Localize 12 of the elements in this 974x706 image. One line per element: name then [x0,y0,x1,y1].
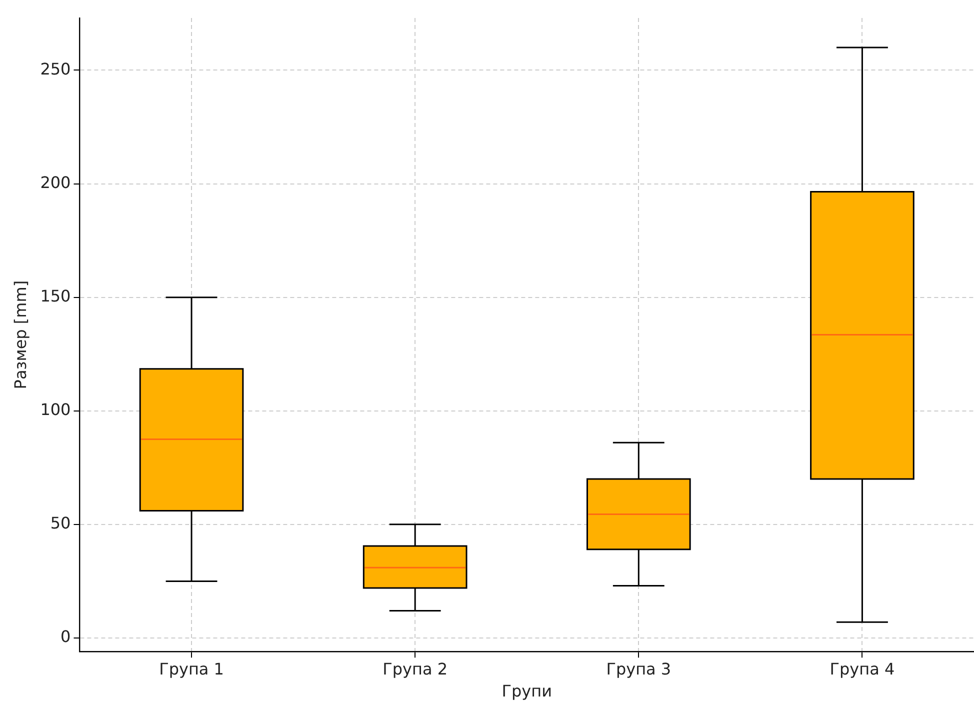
x-tick-label: Група 2 [382,659,448,678]
x-tick-label: Група 3 [606,659,672,678]
y-tick-label: 100 [40,400,71,420]
y-tick-label: 150 [40,286,71,306]
x-axis-title: Групи [502,682,552,701]
y-tick-label: 50 [50,514,71,533]
y-tick-label: 200 [40,172,71,192]
y-tick-label: 0 [60,627,71,646]
x-tick-label: Група 4 [830,659,895,678]
y-tick-label: 250 [40,59,71,78]
x-tick-label: Група 1 [159,659,224,678]
y-axis-title: Размер [mm] [10,280,30,390]
